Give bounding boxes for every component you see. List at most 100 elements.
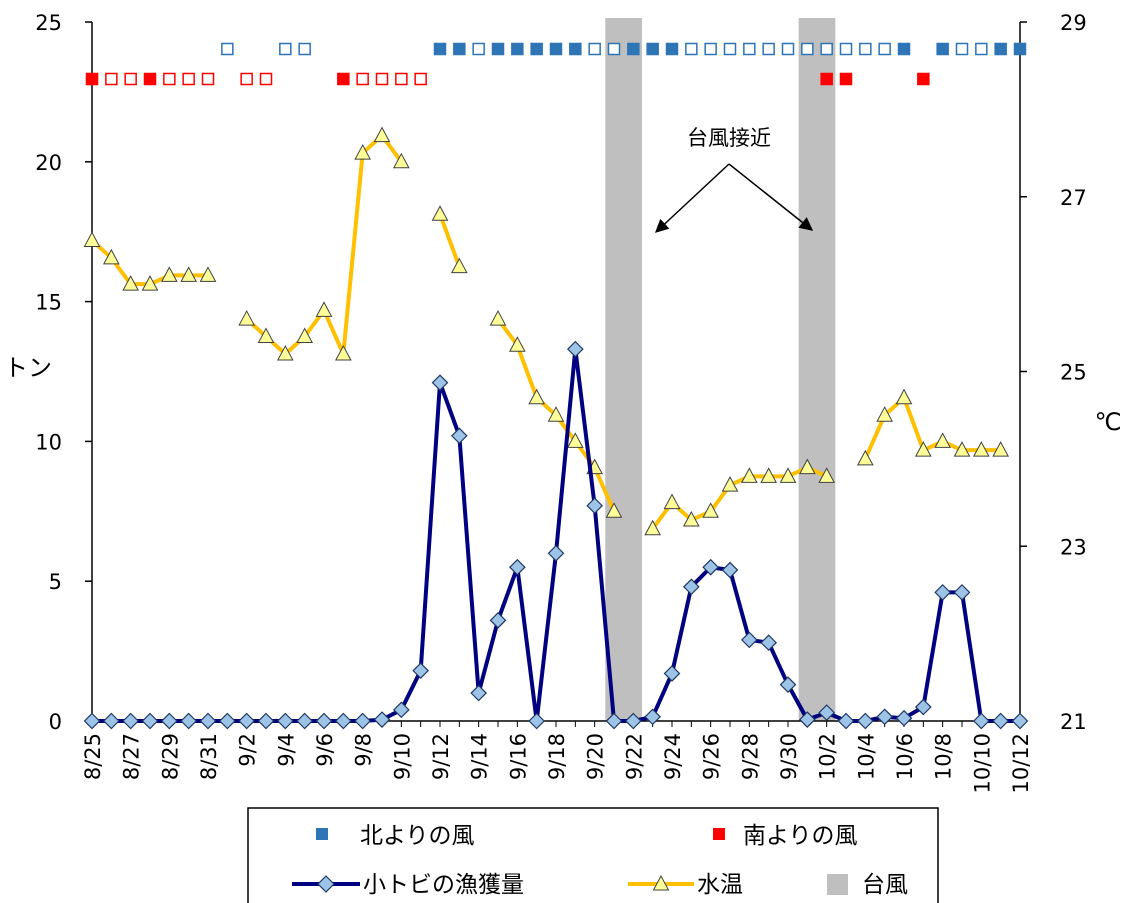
wind-north-marker-9-13 (453, 42, 466, 56)
wind-north-marker-9-16 (511, 42, 524, 56)
wind-north-marker-9-19 (569, 42, 582, 56)
x-tick-label: 9/2 (236, 733, 260, 767)
catch-point-9-30 (779, 676, 797, 694)
wind-north-marker-9-24 (665, 42, 679, 56)
wind-north-marker-9-14 (472, 42, 485, 56)
catch-point-9-5 (296, 712, 314, 730)
temp-point-9-15 (489, 310, 507, 326)
catch-line (92, 347, 1020, 723)
x-tick-label: 8/25 (81, 733, 105, 780)
temp-line-segment (438, 213, 462, 268)
temp-point-8-30 (180, 266, 198, 282)
wind-south-marker-9-11 (414, 72, 427, 86)
wind-south-marker-9-9 (375, 72, 389, 86)
wind-north-marker-9-17 (530, 42, 543, 56)
legend-temp-label: 水温 (697, 872, 743, 898)
catch-point-10-1 (798, 711, 816, 728)
x-tick-label: 9/22 (622, 733, 646, 780)
temp-point-9-17 (528, 388, 546, 405)
legend-temp-marker (652, 874, 670, 891)
right-tick-label: 23 (1060, 535, 1087, 559)
wind-south-marker-8-30 (182, 72, 195, 86)
catch-point-10-7 (914, 698, 932, 716)
temp-point-9-13 (450, 257, 468, 274)
wind-south-marker-9-2 (240, 72, 253, 86)
catch-point-10-4 (856, 712, 874, 730)
x-tick-label: 9/24 (661, 733, 685, 780)
wind-south-marker-8-25 (85, 72, 99, 86)
x-tick-label: 10/2 (816, 733, 840, 780)
catch-point-9-12 (431, 374, 449, 392)
right-tick-label: 21 (1060, 710, 1087, 734)
x-tick-label: 9/14 (468, 733, 492, 780)
temp-line-segment (651, 465, 828, 530)
temp-point-8-28 (141, 275, 159, 291)
x-tick-label: 9/18 (545, 733, 569, 780)
catch-point-9-8 (354, 712, 372, 730)
temp-point-9-2 (238, 310, 256, 326)
wind-north-marker-9-1 (221, 42, 234, 56)
temp-line-segment (245, 133, 403, 357)
x-tick-label: 8/27 (120, 733, 144, 780)
wind-north-marker-9-4 (279, 42, 292, 56)
left-tick-label: 20 (35, 151, 62, 175)
left-tick-label: 5 (49, 570, 62, 594)
legend-catch-marker (317, 875, 335, 893)
legend-north-wind-swatch (316, 828, 328, 840)
legend-north-wind-label: 北よりの風 (360, 823, 475, 849)
wind-north-marker-9-22 (627, 42, 640, 56)
wind-north-marker-9-27 (723, 42, 737, 56)
x-tick-label: 8/31 (197, 733, 221, 780)
catch-point-9-2 (238, 712, 256, 730)
left-tick-label: 10 (35, 430, 62, 454)
wind-north-marker-9-26 (704, 42, 717, 56)
x-tick-label: 10/8 (932, 733, 956, 780)
x-tick-label: 9/6 (313, 733, 337, 767)
wind-south-marker-8-27 (124, 72, 137, 86)
temp-point-10-10 (972, 441, 990, 457)
x-tick-label: 9/30 (777, 733, 801, 780)
catch-point-9-4 (276, 712, 294, 730)
temp-point-9-28 (740, 467, 758, 483)
catch-point-9-14 (470, 684, 488, 702)
x-tick-label: 9/12 (429, 733, 453, 780)
catch-point-9-17 (528, 712, 546, 730)
temp-point-9-7 (334, 344, 352, 361)
left-tick-label: 15 (35, 291, 62, 315)
catch-point-10-2 (818, 704, 836, 721)
temp-point-9-19 (566, 432, 584, 448)
catch-point-9-1 (218, 712, 236, 730)
temp-point-8-29 (160, 266, 178, 282)
catch-point-9-11 (412, 662, 430, 680)
temp-point-9-6 (315, 301, 333, 317)
temp-point-9-16 (508, 336, 526, 352)
catch-point-9-3 (257, 712, 275, 730)
wind-north-marker-10-11 (994, 42, 1007, 56)
temp-point-8-27 (122, 275, 140, 291)
catch-point-9-22 (624, 712, 642, 730)
wind-north-marker-9-12 (433, 42, 447, 56)
wind-south-marker-9-3 (259, 72, 273, 86)
temp-point-10-4 (856, 449, 874, 466)
temp-point-9-9 (373, 126, 391, 143)
wind-north-marker-9-18 (549, 42, 563, 56)
x-tick-label: 9/4 (274, 733, 298, 767)
catch-point-10-3 (837, 712, 855, 730)
x-tick-label: 8/29 (158, 733, 182, 780)
catch-point-10-11 (992, 712, 1010, 730)
catch-point-9-29 (760, 634, 778, 652)
catch-point-9-21 (605, 712, 623, 730)
wind-north-marker-10-5 (878, 42, 891, 56)
temp-point-9-3 (257, 327, 275, 344)
catch-point-8-31 (199, 712, 217, 730)
wind-north-marker-9-28 (743, 42, 756, 56)
legend-south-wind-label: 南よりの風 (743, 823, 858, 849)
catch-point-9-24 (663, 665, 681, 682)
catch-point-9-23 (644, 708, 662, 726)
wind-north-marker-10-2 (820, 42, 833, 56)
annotation-arrow-left (655, 163, 730, 233)
catch-point-10-9 (953, 584, 971, 601)
wind-north-marker-10-1 (801, 42, 814, 56)
catch-point-10-6 (895, 709, 913, 727)
temp-point-10-5 (876, 406, 894, 422)
